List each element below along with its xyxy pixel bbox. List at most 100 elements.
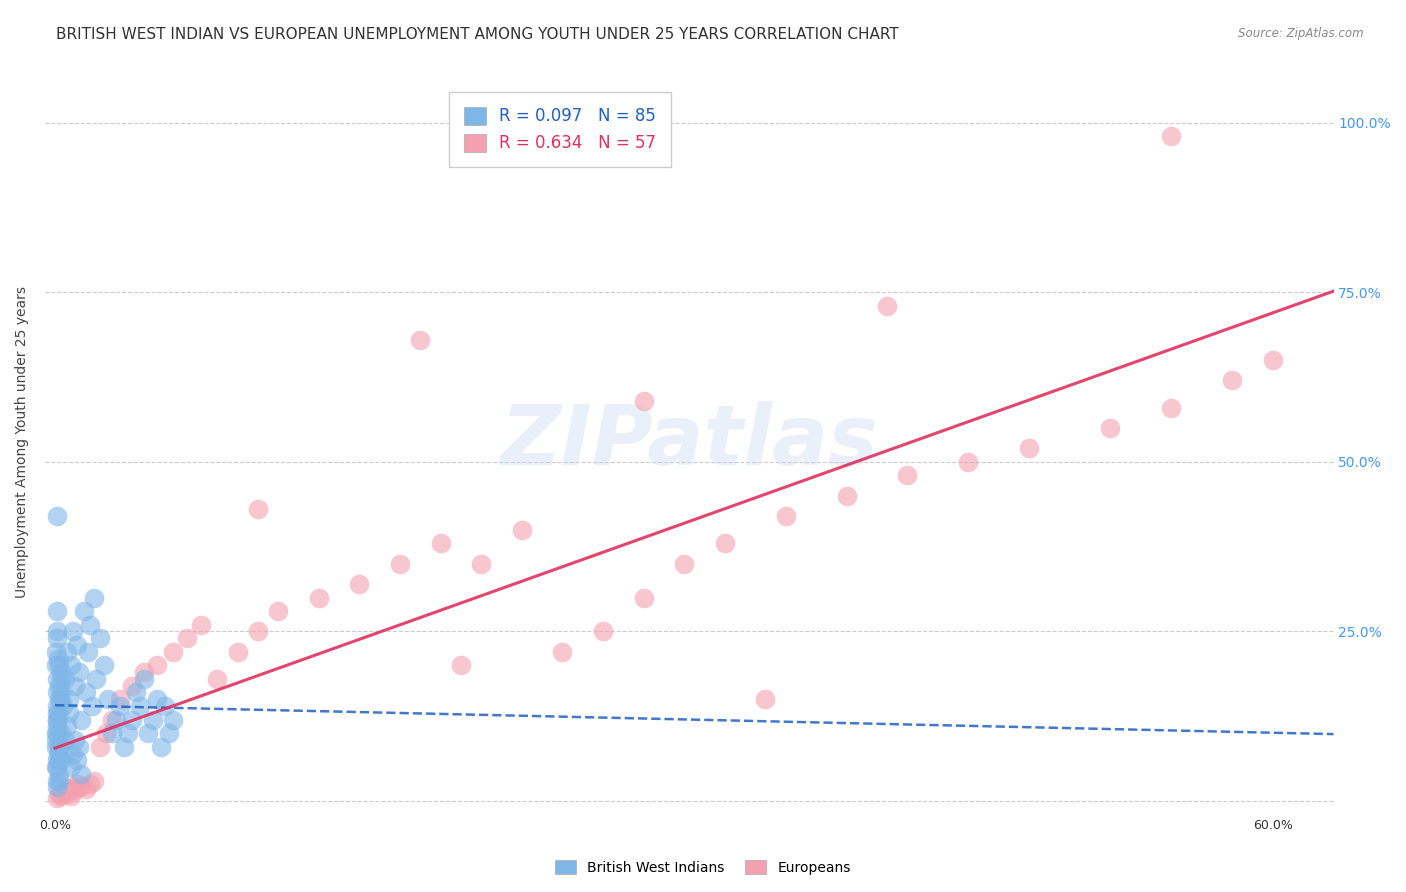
Point (145, 692, 167, 706)
Point (101, 713, 124, 727)
Point (46, 790, 69, 805)
Point (45, 719, 67, 733)
Point (45, 760, 67, 774)
Point (673, 557, 696, 571)
Point (153, 699, 176, 714)
Point (633, 393, 655, 408)
Point (349, 577, 371, 591)
Point (754, 692, 776, 706)
Point (46, 631, 69, 645)
Point (775, 509, 797, 524)
Point (66, 753, 89, 767)
Point (1099, 421, 1122, 435)
Point (51, 672, 73, 686)
Point (60, 789, 83, 804)
Point (1018, 442, 1040, 456)
Point (52, 747, 75, 761)
Point (176, 631, 198, 645)
Point (101, 726, 124, 740)
Point (409, 333, 432, 347)
Point (226, 645, 249, 659)
Point (48, 753, 70, 767)
Y-axis label: Unemployment Among Youth under 25 years: Unemployment Among Youth under 25 years (15, 285, 30, 598)
Point (162, 645, 184, 659)
Point (53, 784, 76, 798)
Point (93, 658, 115, 673)
Text: Source: ZipAtlas.com: Source: ZipAtlas.com (1239, 27, 1364, 40)
Point (125, 685, 148, 699)
Point (450, 658, 472, 673)
Point (72, 604, 94, 618)
Point (46, 713, 69, 727)
Point (1160, 401, 1182, 415)
Point (876, 299, 898, 313)
Point (46, 699, 69, 714)
Point (79, 617, 101, 632)
Point (46, 760, 69, 774)
Point (835, 489, 858, 503)
Point (46, 753, 69, 767)
Point (66, 638, 89, 652)
Point (62, 780, 84, 795)
Point (51, 692, 73, 706)
Point (69, 780, 91, 795)
Point (138, 726, 160, 740)
Point (53, 733, 76, 747)
Point (45, 706, 67, 720)
Point (592, 624, 614, 639)
Point (45, 672, 67, 686)
Point (60, 760, 83, 774)
Point (83, 591, 105, 605)
Point (207, 672, 229, 686)
Point (89, 739, 111, 754)
Point (48, 692, 70, 706)
Point (45, 739, 67, 754)
Point (52, 786, 75, 800)
Point (510, 523, 533, 537)
Point (66, 777, 89, 791)
Point (48, 658, 70, 673)
Point (51, 726, 73, 740)
Point (56, 645, 79, 659)
Point (45, 645, 67, 659)
Point (108, 699, 131, 714)
Point (94, 726, 117, 740)
Point (70, 779, 93, 793)
Point (957, 455, 980, 469)
Point (80, 699, 103, 714)
Point (308, 591, 330, 605)
Point (46, 713, 69, 727)
Point (62, 747, 84, 761)
Text: ZIPatlas: ZIPatlas (501, 401, 879, 482)
Point (112, 739, 135, 754)
Point (89, 631, 111, 645)
Point (633, 591, 655, 605)
Point (45, 726, 67, 740)
Point (46, 747, 69, 761)
Point (56, 719, 79, 733)
Point (84, 672, 107, 686)
Point (121, 713, 143, 727)
Point (46, 509, 69, 524)
Point (46, 726, 69, 740)
Point (190, 617, 212, 632)
Point (46, 685, 69, 699)
Legend: British West Indians, Europeans: British West Indians, Europeans (550, 855, 856, 880)
Point (51, 753, 73, 767)
Point (83, 773, 105, 788)
Legend: R = 0.097   N = 85, R = 0.634   N = 57: R = 0.097 N = 85, R = 0.634 N = 57 (450, 92, 672, 168)
Point (58, 781, 80, 796)
Point (1220, 374, 1243, 388)
Point (79, 777, 101, 791)
Point (51, 685, 73, 699)
Point (162, 713, 184, 727)
Point (58, 706, 80, 720)
Point (141, 713, 163, 727)
Point (48, 787, 70, 801)
Point (247, 624, 270, 639)
Point (46, 706, 69, 720)
Point (97, 692, 120, 706)
Point (389, 557, 412, 571)
Point (134, 665, 156, 679)
Point (60, 658, 83, 673)
